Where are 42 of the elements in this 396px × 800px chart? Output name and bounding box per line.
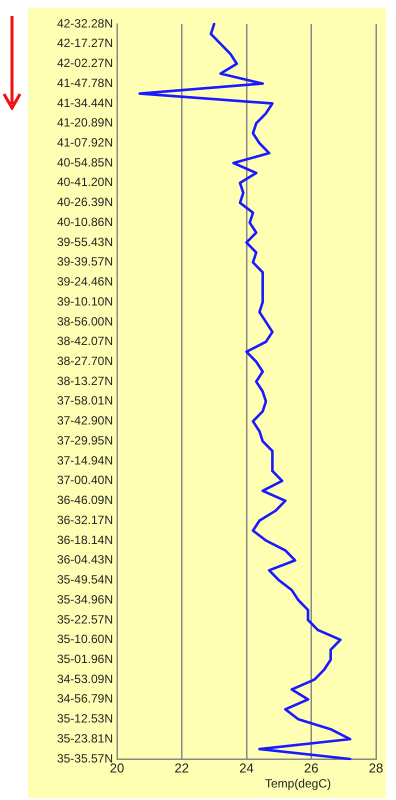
y-tick-label: 41-20.89N xyxy=(56,116,113,130)
y-tick-label: 36-32.17N xyxy=(56,512,113,527)
y-tick-label: 36-04.43N xyxy=(56,552,113,567)
y-tick-label: 36-18.14N xyxy=(56,532,113,547)
y-tick-label: 35-23.81N xyxy=(56,731,113,746)
y-tick-label: 34-56.79N xyxy=(56,692,113,706)
x-tick-label: 28 xyxy=(368,760,384,776)
y-tick-label: 37-58.01N xyxy=(56,394,113,408)
y-tick-label: 35-01.96N xyxy=(56,652,113,666)
y-tick-label: 42-02.27N xyxy=(56,56,113,70)
y-tick-label: 35-34.96N xyxy=(56,592,113,606)
x-tick-label: 24 xyxy=(239,760,254,776)
y-tick-label: 38-13.27N xyxy=(56,374,113,388)
y-tick-label: 35-12.53N xyxy=(56,712,113,726)
y-tick-label: 39-39.57N xyxy=(56,254,113,269)
y-tick-label: 38-27.70N xyxy=(56,354,113,368)
y-tick-label: 42-32.28N xyxy=(56,16,113,30)
y-tick-label: 41-34.44N xyxy=(56,96,113,110)
y-tick-label: 39-10.10N xyxy=(56,294,113,308)
y-tick-label: 37-42.90N xyxy=(56,414,113,428)
y-tick-label: 35-22.57N xyxy=(56,612,113,626)
x-axis-title: Temp(degC) xyxy=(264,776,331,790)
y-tick-label: 39-24.46N xyxy=(56,274,113,289)
y-tick-label: 41-47.78N xyxy=(56,76,113,90)
y-tick-label: 42-17.27N xyxy=(56,36,113,50)
y-tick-label: 34-53.09N xyxy=(56,672,113,686)
y-tick-label: 35-49.54N xyxy=(56,572,113,587)
y-tick-label: 37-00.40N xyxy=(56,473,113,488)
x-tick-label: 22 xyxy=(174,760,189,776)
y-tick-label: 40-10.86N xyxy=(56,214,113,229)
x-tick-label: 26 xyxy=(304,760,318,776)
y-tick-label: 40-26.39N xyxy=(56,195,113,210)
y-tick-label: 40-54.85N xyxy=(56,155,113,170)
y-tick-label: 41-07.92N xyxy=(56,136,113,150)
y-tick-label: 36-46.09N xyxy=(56,493,113,508)
y-tick-label: 37-14.94N xyxy=(56,453,113,468)
y-tick-label: 40-41.20N xyxy=(56,175,113,190)
y-tick-label: 37-29.95N xyxy=(56,433,113,448)
y-tick-label: 39-55.43N xyxy=(56,234,113,249)
y-tick-label: 38-56.00N xyxy=(56,314,113,328)
y-tick-label: 35-10.60N xyxy=(56,632,113,646)
y-tick-label: 38-42.07N xyxy=(56,334,113,348)
